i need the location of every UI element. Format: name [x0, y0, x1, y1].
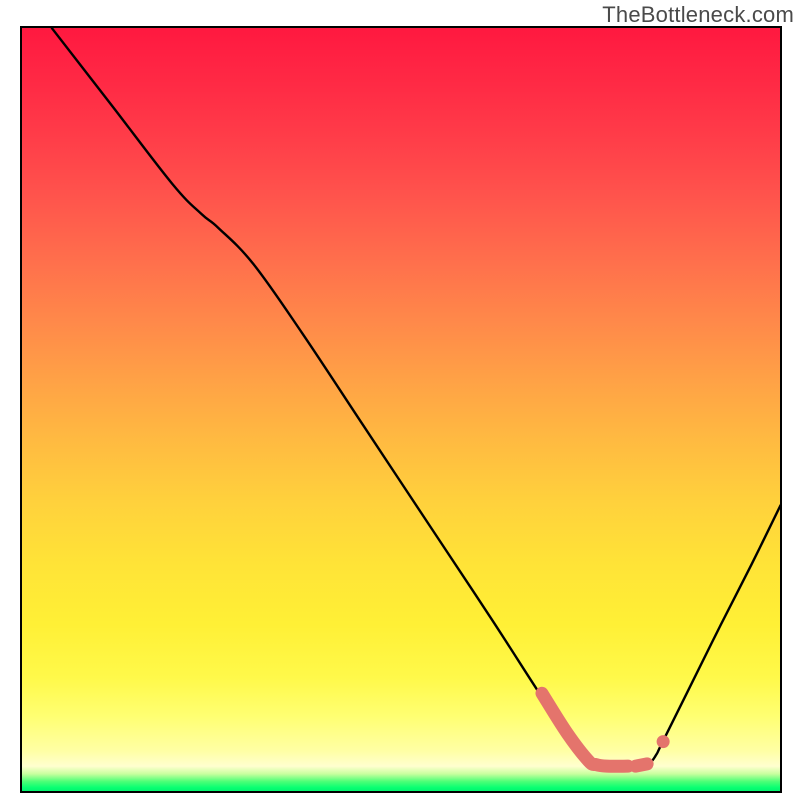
- highlight-marker-dot: [657, 735, 670, 748]
- gradient-v-chart: [0, 0, 800, 800]
- chart-container: TheBottleneck.com: [0, 0, 800, 800]
- highlight-marker-segment: [636, 764, 647, 766]
- plot-background: [20, 26, 782, 793]
- watermark-label: TheBottleneck.com: [602, 2, 794, 28]
